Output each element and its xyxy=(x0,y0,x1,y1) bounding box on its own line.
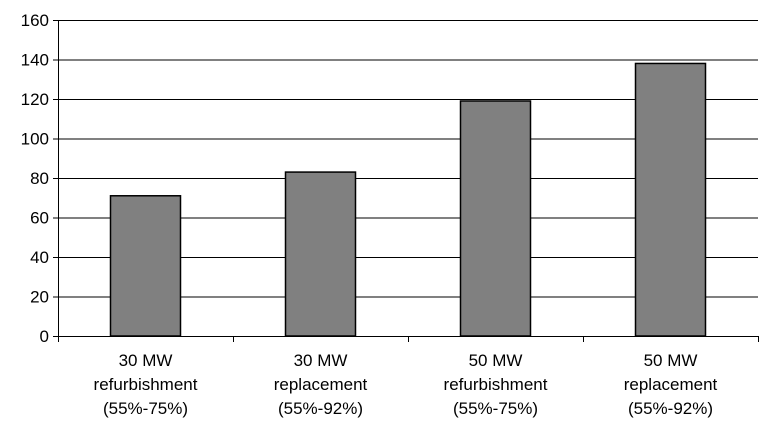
bar xyxy=(109,195,182,337)
x-tick-label: (55%-75%) xyxy=(103,399,188,418)
bar xyxy=(284,171,357,337)
x-tick-label: (55%-75%) xyxy=(453,399,538,418)
y-tick-label: 140 xyxy=(21,51,49,70)
x-tick-label: 50 MW xyxy=(644,351,698,370)
x-tick-label: 30 MW xyxy=(119,351,173,370)
x-tick-label: 30 MW xyxy=(294,351,348,370)
y-tick-label: 0 xyxy=(40,327,49,346)
y-tick-label: 40 xyxy=(30,248,49,267)
x-tick-labels: 30 MW refurbishment (55%-75%) 30 MW replacem… xyxy=(94,351,718,418)
y-tick-labels: 0 20 40 60 80 100 120 140 160 xyxy=(21,11,49,346)
y-tick-label: 120 xyxy=(21,90,49,109)
bars xyxy=(109,62,707,337)
bar xyxy=(634,62,707,337)
bar xyxy=(459,100,532,337)
x-tick-label: refurbishment xyxy=(444,375,548,394)
x-tick-label: replacement xyxy=(624,375,718,394)
x-tick-label: replacement xyxy=(274,375,368,394)
x-tick-label: refurbishment xyxy=(94,375,198,394)
x-tick-label: (55%-92%) xyxy=(628,399,713,418)
y-tick-label: 60 xyxy=(30,209,49,228)
axes xyxy=(53,20,759,342)
y-tick-label: 100 xyxy=(21,130,49,149)
x-tick-label: 50 MW xyxy=(469,351,523,370)
y-tick-label: 20 xyxy=(30,288,49,307)
y-tick-label: 80 xyxy=(30,169,49,188)
x-tick-label: (55%-92%) xyxy=(278,399,363,418)
y-tick-label: 160 xyxy=(21,11,49,30)
